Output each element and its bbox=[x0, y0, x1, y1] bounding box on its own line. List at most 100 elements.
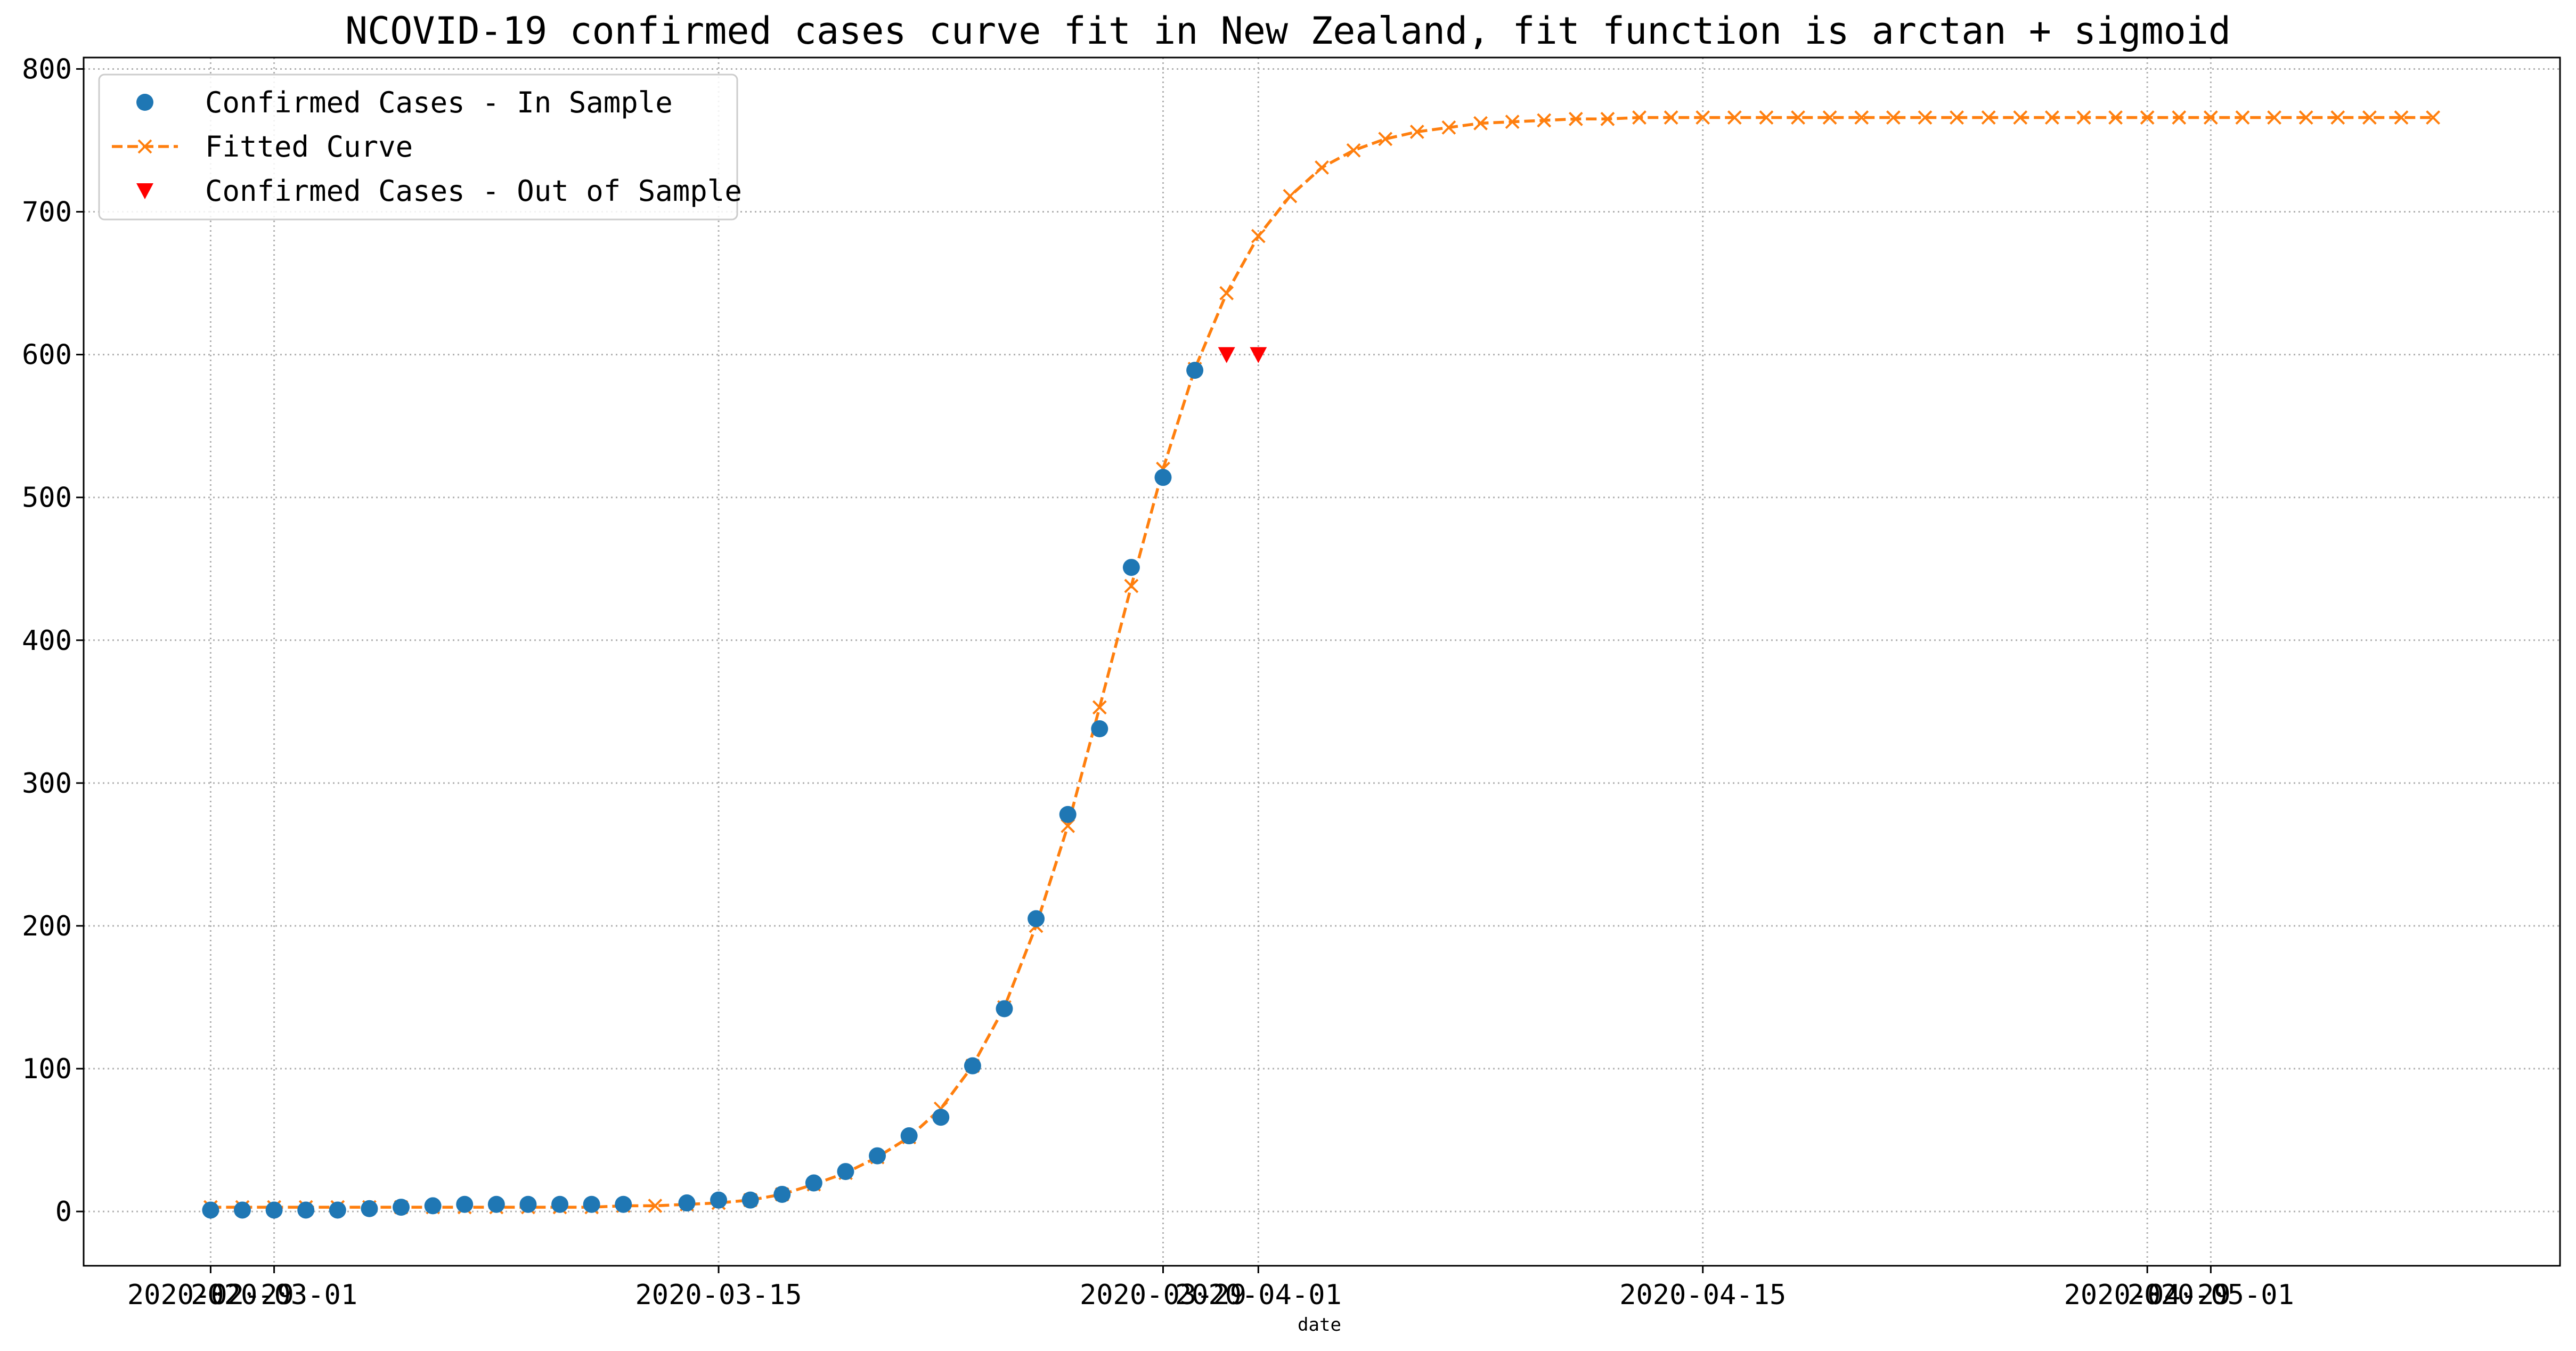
axis-ticks: 01002003004005006007008002020-02-292020-… bbox=[22, 53, 2294, 1311]
fitted-curve-marker bbox=[1632, 110, 1646, 125]
in-sample-point bbox=[678, 1194, 696, 1212]
in-sample-point bbox=[583, 1195, 600, 1213]
in-sample-point bbox=[996, 1000, 1013, 1018]
in-sample-point bbox=[361, 1200, 378, 1217]
fitted-curve-marker bbox=[2076, 110, 2091, 125]
in-sample-point bbox=[265, 1201, 283, 1219]
fitted-curve-marker bbox=[2235, 110, 2250, 125]
fitted-curve-marker bbox=[1378, 132, 1393, 147]
y-tick-label: 100 bbox=[22, 1053, 72, 1085]
legend-out-of-sample-marker bbox=[136, 183, 153, 199]
legend-label: Fitted Curve bbox=[205, 130, 413, 164]
in-sample-point bbox=[1091, 720, 1108, 737]
in-sample-point bbox=[234, 1201, 251, 1219]
fitted-curve-marker bbox=[1727, 110, 1742, 125]
y-tick-label: 500 bbox=[22, 482, 72, 514]
fitted-curve-marker bbox=[2140, 110, 2155, 125]
fitted-curve-marker bbox=[1664, 110, 1678, 125]
fitted-curve-marker bbox=[2267, 110, 2281, 125]
y-tick-label: 0 bbox=[55, 1196, 72, 1228]
in-sample-point bbox=[932, 1109, 950, 1126]
fitted-curve-marker bbox=[1473, 116, 1488, 131]
x-tick-label: 2020-04-15 bbox=[1619, 1279, 1786, 1311]
in-sample-point bbox=[773, 1185, 791, 1203]
x-tick-label: 2020-03-01 bbox=[191, 1279, 357, 1311]
x-tick-label: 2020-04-01 bbox=[1175, 1279, 1342, 1311]
legend-in-sample-marker bbox=[136, 94, 153, 111]
fitted-curve-marker bbox=[2298, 110, 2313, 125]
in-sample-point bbox=[615, 1195, 632, 1213]
fitted-curve-marker bbox=[2172, 110, 2187, 125]
in-sample-point bbox=[869, 1147, 886, 1165]
fitted-curve-marker bbox=[2394, 110, 2409, 125]
fitted-curve-marker bbox=[1092, 700, 1107, 715]
in-sample-point bbox=[1028, 910, 1045, 927]
in-sample-point bbox=[741, 1191, 759, 1209]
fitted-curve-marker bbox=[1950, 110, 1964, 125]
fitted-curve-marker bbox=[1822, 110, 1837, 125]
y-tick-label: 400 bbox=[22, 625, 72, 657]
legend-label: Confirmed Cases - In Sample bbox=[205, 86, 673, 119]
fitted-curve-marker bbox=[1441, 120, 1456, 135]
fitted-curve-marker bbox=[1886, 110, 1901, 125]
fitted-curve-marker bbox=[1283, 189, 1298, 204]
y-tick-label: 700 bbox=[22, 197, 72, 229]
fitted-curve-marker bbox=[1791, 110, 1805, 125]
fitted-curve-marker bbox=[1346, 143, 1361, 158]
fitted-curve-marker bbox=[1981, 110, 1996, 125]
fitted-curve-marker bbox=[1505, 115, 1520, 129]
in-sample-point bbox=[900, 1127, 918, 1145]
fitted-curve-marker bbox=[1854, 110, 1869, 125]
out-of-sample-point bbox=[1250, 347, 1267, 363]
fitted-curve-marker bbox=[2108, 110, 2123, 125]
out-of-sample-point bbox=[1218, 347, 1235, 363]
in-sample-point bbox=[487, 1195, 505, 1213]
in-sample-point bbox=[805, 1174, 822, 1192]
in-sample-point bbox=[837, 1163, 854, 1181]
x-tick-label: 2020-05-01 bbox=[2127, 1279, 2294, 1311]
fitted-curve-marker bbox=[2044, 110, 2059, 125]
fitted-curve-marker bbox=[1537, 113, 1552, 128]
x-axis-label: date bbox=[1298, 1314, 1341, 1336]
fitted-curve-marker bbox=[1219, 286, 1234, 300]
in-sample-point bbox=[297, 1201, 315, 1219]
in-sample-point bbox=[551, 1195, 569, 1213]
fitted-curve-marker bbox=[2362, 110, 2377, 125]
in-sample-point bbox=[964, 1057, 981, 1075]
fitted-curve-line bbox=[210, 116, 2433, 1209]
x-tick-label: 2020-03-29 bbox=[1080, 1279, 1246, 1311]
in-sample-point bbox=[1154, 469, 1172, 486]
fitted-curve-marker bbox=[648, 1198, 663, 1213]
x-tick-label: 2020-02-29 bbox=[127, 1279, 294, 1311]
in-sample-point bbox=[424, 1197, 442, 1215]
in-sample-point bbox=[329, 1201, 346, 1219]
fitted-curve-marker bbox=[2013, 110, 2028, 125]
y-tick-label: 600 bbox=[22, 339, 72, 371]
in-sample-point bbox=[1059, 805, 1077, 823]
fitted-curve-marker bbox=[2426, 110, 2441, 125]
in-sample-point bbox=[1186, 362, 1204, 379]
x-tick-label: 2020-03-15 bbox=[635, 1279, 802, 1311]
in-sample-point bbox=[456, 1195, 474, 1213]
fitted-curve-marker bbox=[1568, 111, 1583, 126]
legend-fitted-marker bbox=[137, 139, 152, 154]
in-sample-point bbox=[202, 1201, 219, 1219]
fitted-curve-marker bbox=[1918, 110, 1933, 125]
grid bbox=[84, 58, 2560, 1266]
y-tick-label: 300 bbox=[22, 768, 72, 800]
x-tick-label: 2020-04-29 bbox=[2064, 1279, 2231, 1311]
chart-title: NCOVID-19 confirmed cases curve fit in N… bbox=[345, 9, 2231, 53]
series-layer bbox=[202, 110, 2441, 1219]
fitted-curve-marker bbox=[1124, 579, 1139, 593]
y-tick-label: 200 bbox=[22, 910, 72, 942]
fitted-curve-marker bbox=[1695, 110, 1710, 125]
fitted-curve-marker bbox=[1409, 124, 1424, 139]
fitted-curve-marker bbox=[1600, 111, 1615, 126]
plot-frame bbox=[83, 56, 2561, 1267]
in-sample-point bbox=[710, 1191, 728, 1209]
legend-box bbox=[98, 74, 738, 221]
legend-label: Confirmed Cases - Out of Sample bbox=[205, 174, 742, 208]
fitted-curve-marker bbox=[1759, 110, 1774, 125]
